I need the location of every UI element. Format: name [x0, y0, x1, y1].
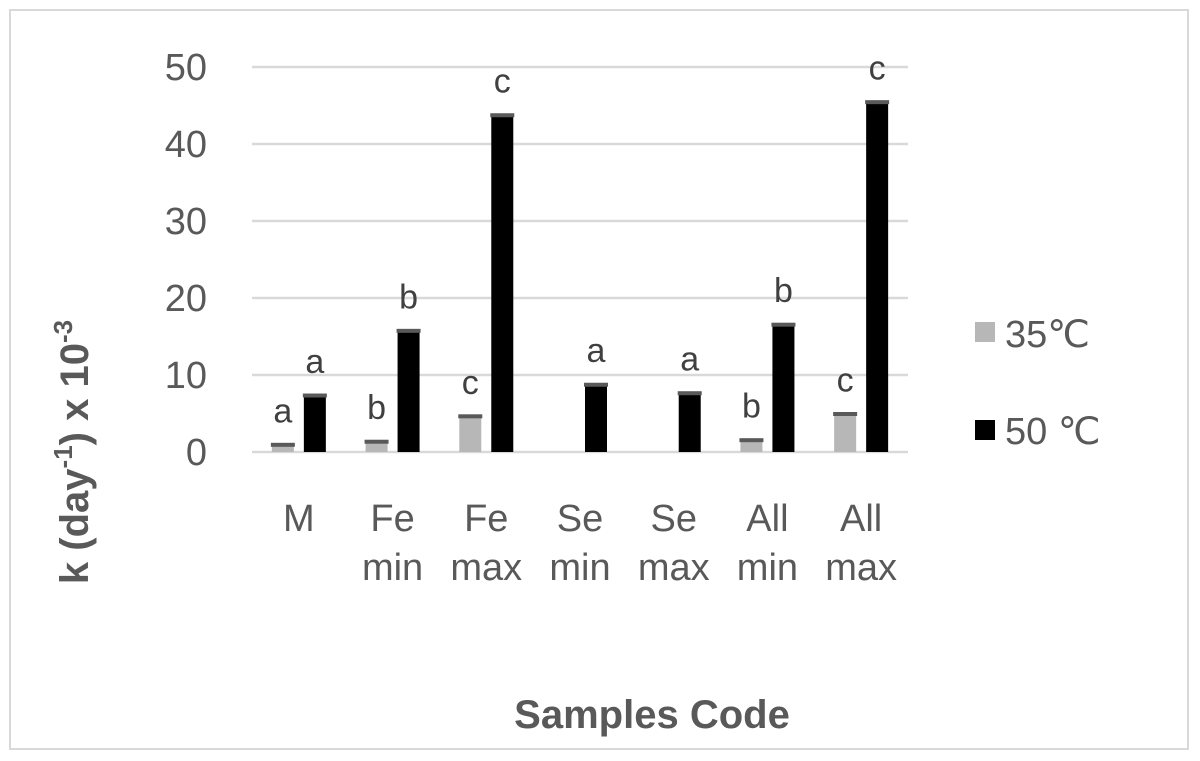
x-axis-title: Samples Code [514, 693, 790, 737]
y-tick-label: 50 [165, 47, 207, 89]
significance-label: c [869, 50, 886, 88]
x-tick-label: Fe [370, 498, 414, 540]
legend-swatch-50c [975, 420, 995, 440]
significance-label: b [774, 272, 793, 310]
gridlines [252, 65, 908, 454]
significance-label: c [494, 63, 511, 101]
y-tick-label: 30 [165, 201, 207, 243]
y-tick-label: 20 [165, 278, 207, 320]
significance-label: c [837, 362, 854, 400]
x-tick-label: max [638, 547, 710, 589]
significance-label: b [399, 278, 418, 316]
bar-50c [491, 114, 514, 453]
x-tick-label: max [825, 547, 897, 589]
error-cap [771, 322, 796, 327]
error-cap [677, 391, 702, 396]
bar-50c [303, 395, 326, 452]
bar-50c [678, 392, 701, 452]
x-tick-label: min [549, 547, 610, 589]
y-axis-title: k (day-1) x 10-3 [48, 320, 97, 584]
x-tick-label: min [737, 547, 798, 589]
bar-35c [834, 413, 857, 452]
bar-50c [585, 384, 607, 452]
error-cap [396, 328, 421, 333]
bar-50c [772, 324, 795, 452]
error-cap [833, 412, 858, 416]
error-cap [739, 438, 764, 443]
bars [270, 100, 890, 453]
error-cap [270, 442, 295, 447]
y-tick-label: 40 [165, 124, 207, 166]
x-tick-label: M [283, 498, 315, 540]
x-tick-label: All [840, 498, 882, 540]
y-tick-label: 10 [165, 355, 207, 397]
error-cap [865, 100, 890, 105]
legend-label-50c: 50 ℃ [1005, 411, 1101, 453]
significance-label: a [680, 341, 699, 379]
bar-50c [866, 101, 889, 453]
bar-50c [397, 330, 420, 452]
bar-35c [365, 441, 388, 452]
error-cap [584, 382, 608, 387]
x-tick-label: Se [650, 498, 696, 540]
error-cap [302, 393, 327, 398]
bar-35c [740, 439, 763, 452]
significance-label: b [367, 389, 386, 427]
significance-label: c [462, 364, 479, 402]
chart-frame [9, 9, 1189, 750]
x-tick-label: Se [557, 498, 603, 540]
y-tick-labels: 0 10 20 30 40 50 [165, 47, 207, 474]
x-tick-label: min [362, 547, 423, 589]
legend: 35℃ 50 ℃ [975, 314, 1101, 453]
error-cap [490, 113, 515, 118]
significance-label: a [273, 392, 292, 430]
bar-35c [459, 415, 482, 452]
x-tick-label: max [450, 547, 522, 589]
legend-label-35c: 35℃ [1005, 314, 1090, 356]
x-tick-label: Fe [464, 498, 508, 540]
bar-35c [271, 444, 294, 452]
x-tick-label: All [746, 498, 788, 540]
legend-swatch-35c [975, 322, 995, 342]
significance-label: a [305, 343, 324, 381]
error-cap [364, 439, 389, 444]
significance-label: b [742, 388, 761, 426]
y-tick-label: 0 [186, 432, 207, 474]
error-cap [458, 414, 483, 419]
significance-label: a [587, 332, 606, 370]
